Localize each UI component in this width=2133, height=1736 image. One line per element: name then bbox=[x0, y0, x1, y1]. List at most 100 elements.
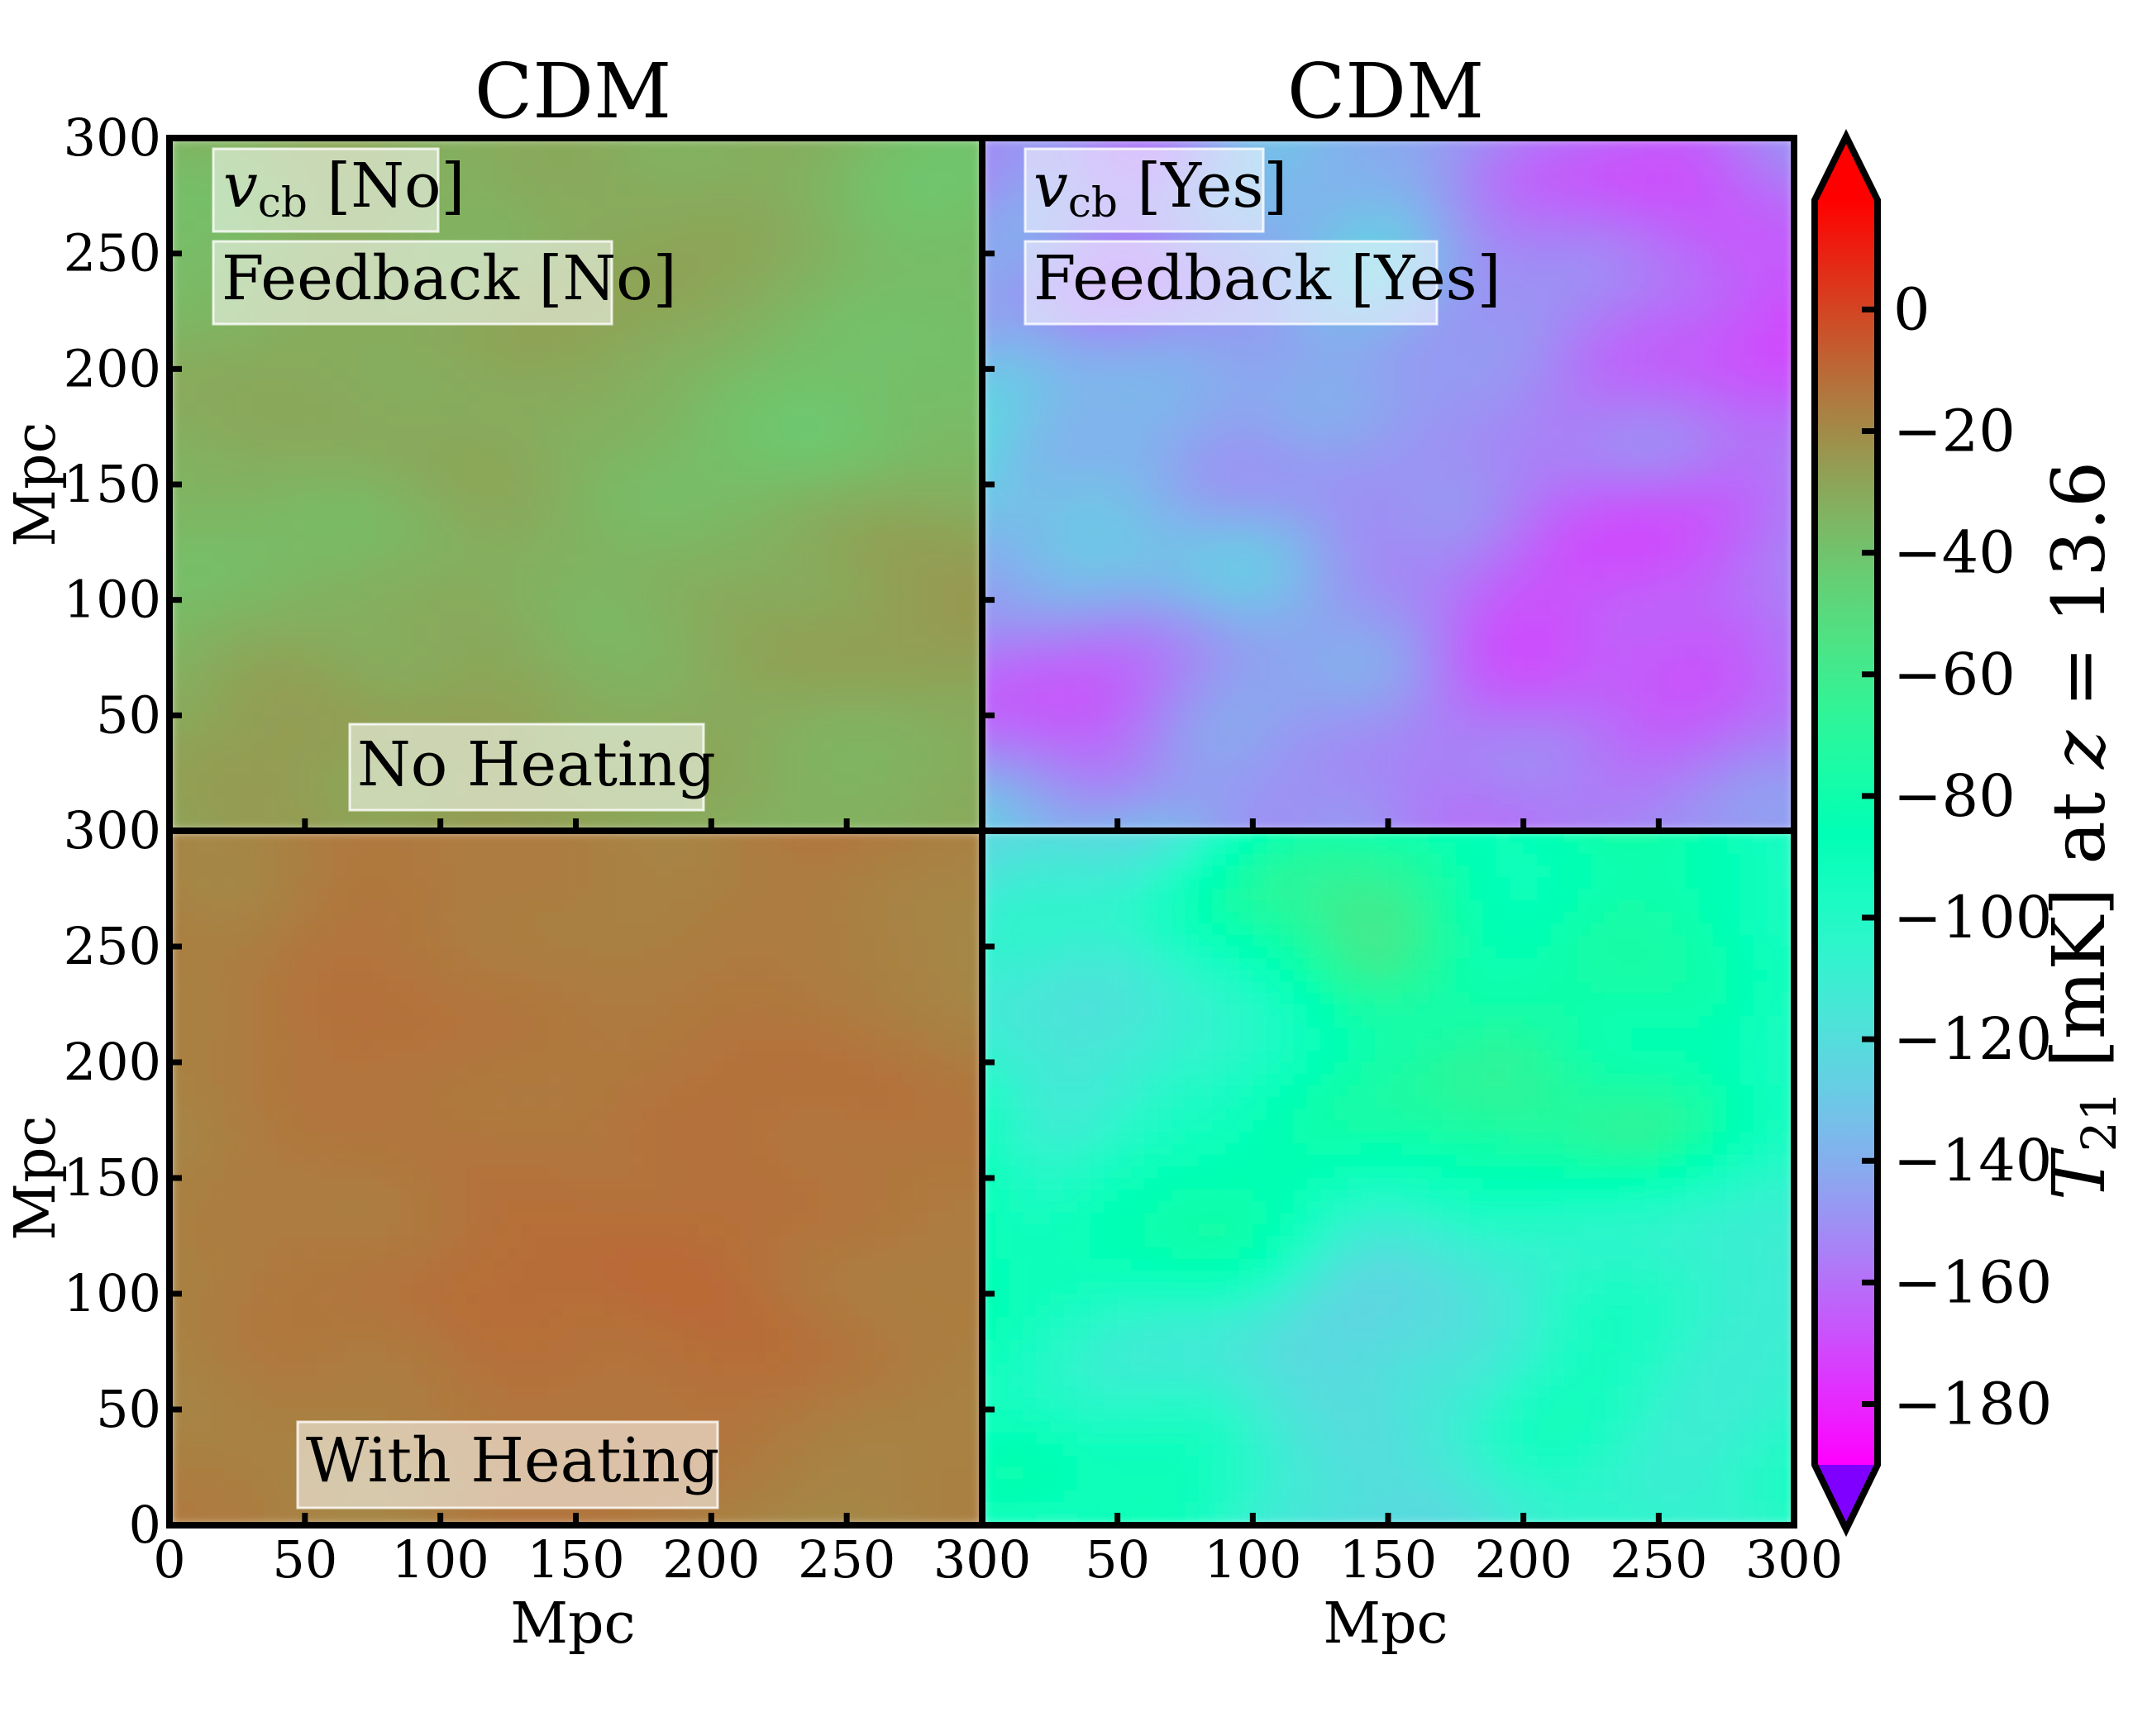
heatmap-cell-tl bbox=[711, 369, 726, 382]
heatmap-cell-tl bbox=[427, 346, 441, 359]
heatmap-cell-tl bbox=[548, 484, 563, 497]
heatmap-cell-tl bbox=[779, 599, 794, 613]
heatmap-cell-tl bbox=[670, 692, 685, 705]
heatmap-cell-tl bbox=[169, 160, 184, 174]
heatmap-cell-tl bbox=[548, 160, 563, 174]
heatmap-cell-tl bbox=[724, 576, 739, 589]
heatmap-cell-tr bbox=[1198, 403, 1214, 416]
heatmap-cell-tr bbox=[1293, 230, 1308, 243]
heatmap-cell-tl bbox=[386, 634, 401, 647]
heatmap-cell-tl bbox=[548, 218, 563, 231]
heatmap-cell-tr bbox=[995, 253, 1010, 266]
heatmap-cell-tr bbox=[1185, 230, 1200, 243]
heatmap-cell-tr bbox=[1063, 715, 1078, 728]
heatmap-cell-tl bbox=[440, 541, 455, 555]
heatmap-cell-tl bbox=[332, 796, 346, 808]
heatmap-cell-tl bbox=[860, 622, 875, 636]
heatmap-cell-tr bbox=[1063, 403, 1078, 416]
heatmap-cell-tl bbox=[656, 322, 671, 336]
heatmap-cell-tl bbox=[806, 796, 821, 808]
heatmap-cell-tl bbox=[684, 380, 699, 393]
heatmap-cell-tl bbox=[955, 808, 970, 820]
heatmap-cell-tl bbox=[521, 680, 537, 694]
heatmap-cell-tr bbox=[1225, 622, 1240, 636]
heatmap-cell-tl bbox=[684, 703, 699, 717]
heatmap-cell-tl bbox=[304, 507, 320, 520]
heatmap-cell-tl bbox=[792, 657, 807, 670]
heatmap-cell-tl bbox=[440, 473, 455, 485]
heatmap-cell-tl bbox=[941, 622, 957, 636]
heatmap-cell-tl bbox=[508, 438, 523, 451]
heatmap-cell-tr bbox=[1076, 808, 1091, 820]
heatmap-cell-tl bbox=[291, 346, 306, 359]
heatmap-cell-tl bbox=[833, 288, 847, 301]
heatmap-cell-tl bbox=[928, 796, 942, 808]
heatmap-cell-tr bbox=[982, 553, 997, 566]
heatmap-cell-tl bbox=[575, 380, 590, 393]
heatmap-cell-tl bbox=[900, 576, 915, 589]
heatmap-cell-tl bbox=[413, 380, 428, 393]
heatmap-cell-tl bbox=[847, 565, 861, 578]
heatmap-cell-tl bbox=[223, 427, 238, 439]
heatmap-cell-tl bbox=[873, 680, 889, 694]
heatmap-cell-tr bbox=[1131, 680, 1146, 694]
heatmap-cell-tr bbox=[1185, 692, 1200, 705]
heatmap-cell-tl bbox=[819, 438, 834, 451]
heatmap-cell-tl bbox=[440, 195, 455, 208]
heatmap-cell-tl bbox=[562, 518, 577, 532]
heatmap-cell-tl bbox=[454, 184, 469, 197]
heatmap-cell-tl bbox=[643, 518, 658, 532]
heatmap-cell-tl bbox=[630, 553, 645, 566]
heatmap-cell-tr bbox=[1266, 588, 1281, 601]
heatmap-cell-tl bbox=[792, 507, 807, 520]
heatmap-cell-tr bbox=[995, 299, 1010, 312]
heatmap-cell-tl bbox=[169, 518, 184, 532]
heatmap-cell-tr bbox=[1009, 172, 1024, 185]
heatmap-cell-tl bbox=[196, 622, 211, 636]
heatmap-cell-tl bbox=[345, 634, 360, 647]
heatmap-cell-tl bbox=[873, 692, 889, 705]
heatmap-cell-tl bbox=[454, 195, 469, 208]
heatmap-cell-tl bbox=[941, 218, 957, 231]
heatmap-cell-tl bbox=[603, 657, 618, 670]
heatmap-cell-tl bbox=[508, 172, 523, 185]
heatmap-cell-tl bbox=[697, 357, 713, 370]
heatmap-cell-tl bbox=[630, 450, 645, 462]
heatmap-cell-tl bbox=[914, 427, 929, 439]
heatmap-cell-tl bbox=[251, 392, 265, 405]
heatmap-cell-tl bbox=[914, 692, 929, 705]
heatmap-cell-tr bbox=[1238, 415, 1254, 427]
heatmap-cell-tl bbox=[521, 657, 537, 670]
heatmap-cell-tr bbox=[995, 634, 1010, 647]
heatmap-cell-tr bbox=[995, 172, 1010, 185]
heatmap-cell-tr bbox=[982, 160, 997, 174]
heatmap-cell-tl bbox=[480, 692, 495, 705]
heatmap-cell-tl bbox=[467, 369, 482, 382]
heatmap-cell-tl bbox=[223, 622, 238, 636]
heatmap-cell-tl bbox=[535, 657, 550, 670]
heatmap-cell-tl bbox=[779, 669, 794, 682]
heatmap-cell-tl bbox=[779, 565, 794, 578]
heatmap-cell-tl bbox=[914, 773, 929, 785]
heatmap-cell-tr bbox=[1280, 450, 1295, 462]
heatmap-cell-tl bbox=[779, 646, 794, 659]
heatmap-cell-tl bbox=[643, 495, 658, 508]
heatmap-cell-tl bbox=[169, 218, 184, 231]
heatmap-cell-tl bbox=[589, 565, 604, 578]
heatmap-cell-tl bbox=[819, 657, 834, 670]
heatmap-cell-tr bbox=[1117, 715, 1132, 728]
heatmap-cell-tr bbox=[1185, 473, 1200, 485]
heatmap-cell-tl bbox=[792, 669, 807, 682]
heatmap-cell-tl bbox=[278, 541, 293, 555]
heatmap-cell-tl bbox=[304, 380, 320, 393]
heatmap-cell-tl bbox=[575, 230, 590, 243]
heatmap-cell-tl bbox=[833, 553, 847, 566]
heatmap-cell-tl bbox=[941, 207, 957, 220]
heatmap-cell-tl bbox=[968, 160, 982, 174]
heatmap-cell-tr bbox=[1009, 369, 1024, 382]
heatmap-cell-tl bbox=[291, 565, 306, 578]
heatmap-cell-tr bbox=[1253, 530, 1267, 543]
heatmap-cell-tl bbox=[806, 461, 821, 474]
heatmap-cell-tl bbox=[819, 357, 834, 370]
heatmap-cell-tl bbox=[440, 553, 455, 566]
